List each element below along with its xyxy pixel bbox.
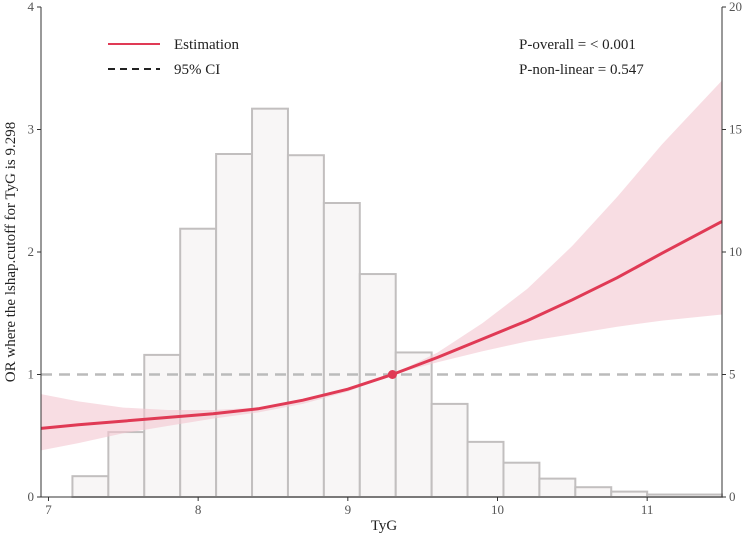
ci-band: [41, 80, 722, 451]
histogram-layer: [71, 107, 724, 499]
histogram-bar-8: [358, 273, 397, 498]
estimation-line: [40, 220, 723, 430]
legend-estimation-label: Estimation: [174, 37, 239, 53]
y2-tick-label: 5: [729, 367, 736, 382]
histogram-bar-3: [179, 227, 218, 498]
p-overall-annotation: P-overall = < 0.001: [519, 37, 636, 53]
histogram-bar-11: [466, 440, 505, 498]
histogram-bar-12: [502, 461, 541, 499]
p-nonlinear-annotation: P-non-linear = 0.547: [519, 62, 644, 78]
x-tick-label: 8: [195, 502, 202, 517]
histogram-bar-7: [322, 202, 361, 498]
cutoff-point: [387, 370, 397, 379]
histogram-bar-15: [610, 490, 649, 498]
histogram-bar-14: [574, 486, 613, 499]
x-tick-label: 9: [345, 502, 352, 517]
histogram-bar-1: [107, 431, 146, 499]
legend-ci-label: 95% CI: [174, 62, 220, 78]
histogram-bar-10: [430, 402, 469, 498]
y-tick-label: 2: [28, 244, 35, 259]
y2-tick-label: 0: [729, 489, 736, 504]
y-tick-label: 4: [28, 0, 35, 14]
y-tick-label: 3: [28, 122, 35, 137]
histogram-bar-6: [286, 154, 325, 498]
y-tick-label: 1: [28, 367, 35, 382]
histogram-bar-13: [538, 477, 577, 498]
x-axis-title: TyG: [371, 518, 398, 534]
histogram-bar-0: [71, 475, 110, 498]
histogram-bar-5: [251, 107, 289, 499]
y2-tick-label: 15: [729, 122, 742, 137]
y2-tick-label: 20: [729, 0, 742, 14]
x-tick-label: 11: [641, 502, 654, 517]
legend: Estimation 95% CI: [108, 37, 239, 78]
y2-tick-label: 10: [729, 244, 742, 259]
x-tick-label: 7: [45, 502, 52, 517]
axes: 0 1 2 3 4 0 5 10 15 20 7 8 9 10 11: [28, 0, 743, 517]
y-axis-title: OR where the lshap.cutoff for TyG is 9.2…: [3, 122, 19, 382]
histogram-bar-4: [215, 153, 254, 498]
x-tick-label: 10: [491, 502, 504, 517]
y-tick-label: 0: [28, 489, 35, 504]
